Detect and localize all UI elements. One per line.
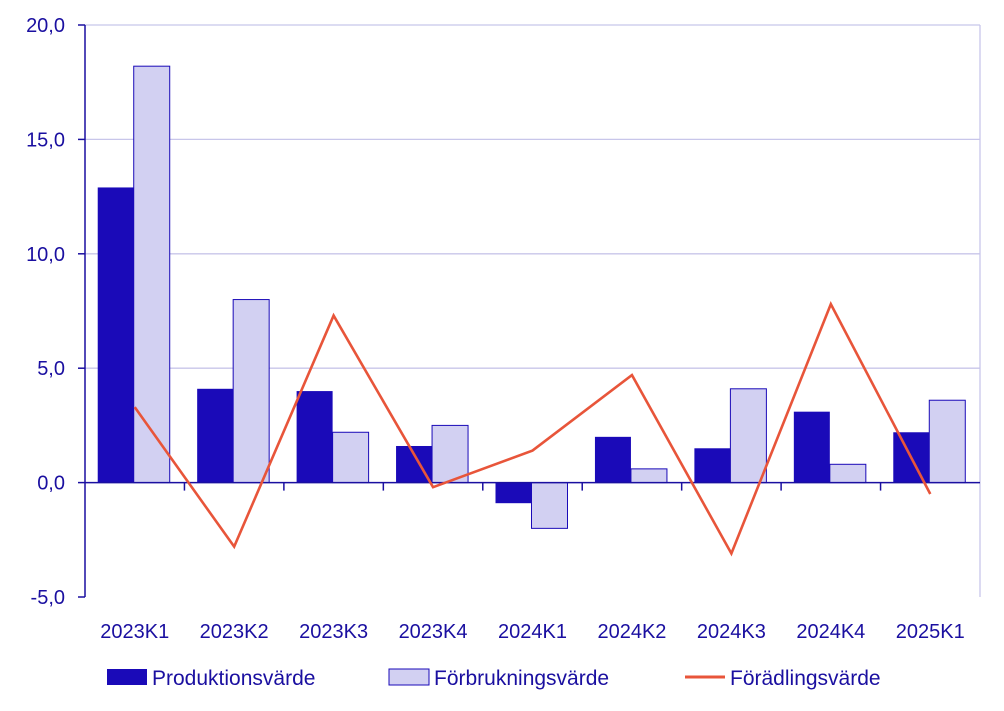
grid <box>85 24 981 597</box>
x-tick-label: 2024K4 <box>796 621 865 643</box>
x-tick-label: 2023K2 <box>200 621 269 643</box>
bar-förbrukningsvärde-2023k2 <box>232 299 270 484</box>
y-tick-label: 10,0 <box>26 244 65 266</box>
y-tick-label: 5,0 <box>37 358 65 380</box>
bar-produktionsvärde-2024k4 <box>793 411 830 483</box>
bar-produktionsvärde-2024k3 <box>694 448 731 483</box>
bar-förbrukningsvärde-2024k3 <box>729 388 767 484</box>
bar-produktionsvärde-2023k1 <box>97 187 134 483</box>
axes <box>78 24 980 598</box>
x-tick-label: 2023K3 <box>299 621 368 643</box>
y-tick-label: 0,0 <box>37 473 65 495</box>
y-tick-label: -5,0 <box>31 587 65 609</box>
bar-förbrukningsvärde-2023k3 <box>332 431 370 484</box>
x-tick-label: 2025K1 <box>896 621 965 643</box>
line-series <box>133 301 932 557</box>
bar-förbrukningsvärde-2024k1 <box>531 482 568 529</box>
y-tick-label: 15,0 <box>26 129 65 151</box>
bar-förbrukningsvärde-2024k4 <box>829 463 867 484</box>
bar-produktionsvärde-2023k3 <box>296 391 333 483</box>
x-tick-label: 2023K1 <box>100 621 169 643</box>
bar-produktionsvärde-2023k2 <box>197 388 234 483</box>
bar-produktionsvärde-2024k2 <box>594 436 631 483</box>
y-tick-label: 20,0 <box>26 15 65 37</box>
x-tick-label: 2024K2 <box>597 621 666 643</box>
bars <box>97 65 966 529</box>
legend-swatch-förbrukningsvärde <box>388 668 430 686</box>
legend-label-förädlingsvärde: Förädlingsvärde <box>730 667 881 690</box>
bar-produktionsvärde-2024k1 <box>495 482 532 504</box>
x-tick-label: 2024K3 <box>697 621 766 643</box>
legend-swatch-produktionsvärde <box>107 669 147 685</box>
bar-förbrukningsvärde-2024k2 <box>630 468 668 484</box>
y-tick-labels: -5,0 0,0 5,0 10,0 15,0 20,0 <box>26 15 65 609</box>
legend-label-förbrukningsvärde: Förbrukningsvärde <box>434 667 609 690</box>
bar-förbrukningsvärde-2025k1 <box>928 399 966 484</box>
legend-label-produktionsvärde: Produktionsvärde <box>152 667 315 690</box>
legend: Produktionsvärde Förbrukningsvärde Förädli… <box>107 667 881 690</box>
x-tick-label: 2023K4 <box>399 621 468 643</box>
bar-förbrukningsvärde-2023k4 <box>431 424 469 484</box>
x-tick-label: 2024K1 <box>498 621 567 643</box>
x-tick-labels: 2023K1 2023K2 2023K3 2023K4 2024K1 2024K2 2024… <box>100 621 965 643</box>
bar-förbrukningsvärde-2023k1 <box>133 65 171 484</box>
